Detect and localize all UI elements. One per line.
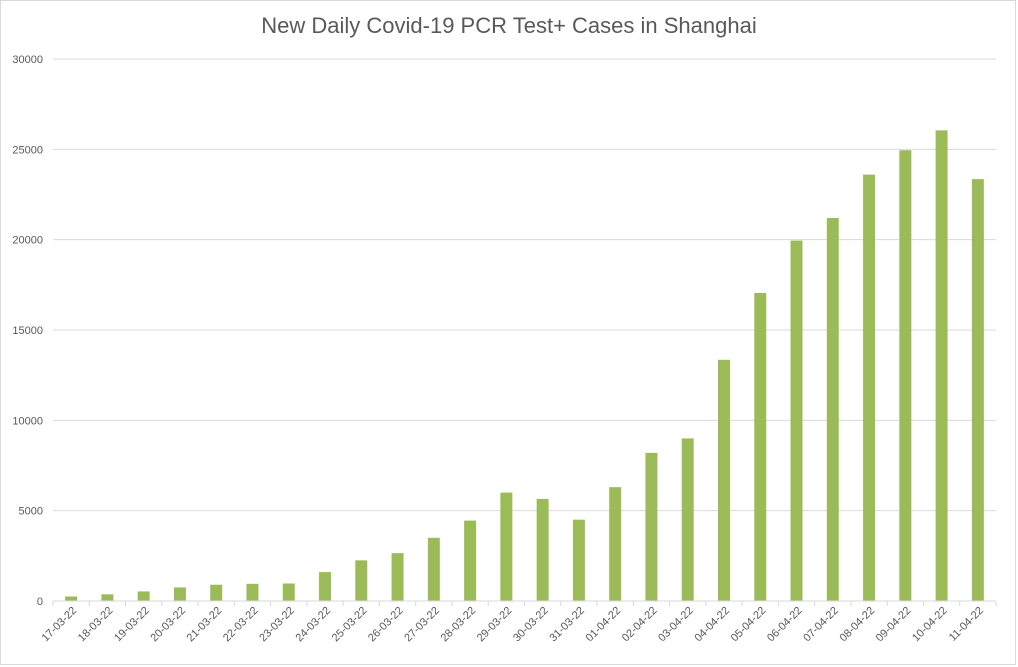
bar	[319, 572, 332, 601]
x-tick-label: 22-03-22	[221, 605, 261, 645]
bar	[282, 583, 295, 601]
bar	[971, 179, 984, 602]
bar	[790, 240, 803, 601]
bar	[572, 519, 585, 601]
x-tick-label: 01-04-22	[584, 605, 624, 645]
x-tick-label: 09-04-22	[874, 605, 914, 645]
bar	[427, 537, 440, 601]
x-tick-label: 30-03-22	[511, 605, 551, 645]
bar	[500, 492, 513, 601]
bars	[65, 130, 984, 602]
chart-title: New Daily Covid-19 PCR Test+ Cases in Sh…	[261, 13, 757, 38]
x-tick-label: 06-04-22	[765, 605, 805, 645]
gridlines	[53, 58, 996, 512]
x-tick-label: 19-03-22	[112, 605, 152, 645]
x-tick-label: 23-03-22	[257, 605, 297, 645]
bar	[609, 487, 622, 601]
x-tick-label: 07-04-22	[801, 605, 841, 645]
bar	[246, 583, 259, 601]
y-axis-ticks: 0 5000 10000 15000 20000 25000 30000	[12, 54, 43, 608]
x-tick-label: 28-03-22	[439, 605, 479, 645]
bar	[210, 584, 223, 601]
x-tick-label: 24-03-22	[294, 605, 334, 645]
x-tick-label: 17-03-22	[40, 605, 80, 645]
bar	[863, 174, 876, 602]
bar	[717, 359, 730, 601]
bar	[464, 520, 477, 601]
bar	[754, 292, 767, 601]
x-tick-label: 29-03-22	[475, 605, 515, 645]
bar	[355, 560, 368, 601]
x-tick-label: 18-03-22	[76, 605, 116, 645]
x-tick-label: 26-03-22	[366, 605, 406, 645]
x-tick-label: 25-03-22	[330, 605, 370, 645]
x-tick-label: 20-03-22	[148, 605, 188, 645]
x-tick-label: 08-04-22	[838, 605, 878, 645]
x-tick-label: 02-04-22	[620, 605, 660, 645]
bar	[826, 217, 839, 601]
bar	[65, 596, 78, 601]
bar	[391, 553, 404, 601]
x-tick-label: 31-03-22	[547, 605, 587, 645]
bar	[137, 591, 150, 601]
y-tick-label: 20000	[12, 235, 43, 247]
x-tick-label: 27-03-22	[402, 605, 442, 645]
y-tick-label: 0	[37, 596, 43, 608]
bar	[173, 587, 186, 601]
bar	[935, 130, 948, 601]
x-tick-label: 21-03-22	[185, 605, 225, 645]
bar	[681, 438, 694, 601]
x-axis-ticks: 17-03-2218-03-2219-03-2220-03-2221-03-22…	[40, 601, 997, 645]
x-tick-label: 11-04-22	[947, 605, 986, 644]
y-tick-label: 25000	[12, 144, 43, 156]
bar	[536, 498, 549, 601]
bar	[101, 594, 114, 601]
x-tick-label: 03-04-22	[656, 605, 696, 645]
y-tick-label: 5000	[19, 506, 43, 518]
x-tick-label: 05-04-22	[729, 605, 769, 645]
x-tick-label: 04-04-22	[692, 605, 732, 645]
bar	[645, 452, 658, 601]
y-tick-label: 10000	[12, 415, 43, 427]
y-tick-label: 15000	[12, 325, 43, 337]
x-tick-label: 10-04-22	[910, 605, 950, 645]
bar	[899, 150, 912, 601]
y-tick-label: 30000	[12, 54, 43, 66]
